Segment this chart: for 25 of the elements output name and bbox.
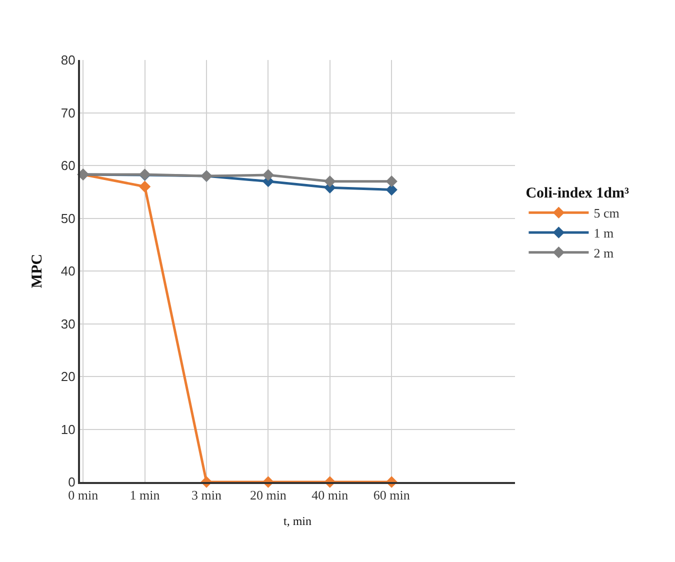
x-axis-title: t, min bbox=[283, 514, 312, 528]
x-tick-label: 60 min bbox=[373, 488, 410, 503]
y-tick-label: 60 bbox=[60, 158, 76, 174]
x-tick-label: 0 min bbox=[68, 488, 99, 503]
legend-label: 1 m bbox=[594, 226, 614, 241]
y-tick-label: 10 bbox=[60, 422, 76, 437]
y-tick-label: 70 bbox=[60, 105, 76, 120]
legend-label: 2 m bbox=[594, 245, 614, 260]
y-tick-label: 30 bbox=[60, 316, 76, 332]
point bbox=[324, 175, 336, 188]
y-tick-label: 50 bbox=[60, 210, 76, 226]
point bbox=[262, 169, 274, 181]
point bbox=[138, 180, 151, 192]
y-tick-label: 20 bbox=[60, 369, 76, 384]
y-axis-title: MPC bbox=[30, 254, 46, 288]
y-tick-label: 40 bbox=[60, 264, 76, 279]
y-tick-label: 80 bbox=[60, 52, 76, 68]
legend-label: 5 cm bbox=[594, 206, 620, 221]
y-tick-label: 0 bbox=[68, 474, 76, 490]
x-tick-label: 3 min bbox=[192, 488, 222, 503]
x-tick-label: 40 min bbox=[312, 488, 349, 503]
legend-title: Coli-index 1dm³ bbox=[526, 186, 630, 202]
point bbox=[386, 175, 398, 188]
x-tick-label: 1 min bbox=[130, 488, 160, 503]
x-tick-label: 20 min bbox=[250, 488, 287, 503]
